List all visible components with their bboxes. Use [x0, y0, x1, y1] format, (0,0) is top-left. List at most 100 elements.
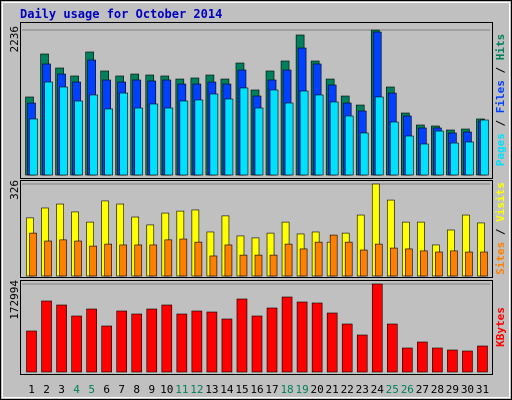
bar — [74, 100, 83, 176]
x-tick-label: 1 — [28, 383, 35, 396]
x-tick-label: 5 — [88, 383, 95, 396]
bar — [29, 232, 37, 277]
bar — [299, 248, 308, 277]
bar — [86, 308, 97, 373]
bar — [314, 241, 323, 277]
x-tick-label: 16 — [250, 383, 263, 396]
x-tick-label: 14 — [220, 383, 234, 396]
x-tick-label: 4 — [73, 383, 80, 396]
bar — [224, 244, 233, 277]
x-tick-label: 28 — [431, 383, 444, 396]
bar — [209, 93, 219, 176]
x-tick-label: 23 — [356, 383, 369, 396]
x-tick-label: 2 — [43, 383, 50, 396]
bar — [26, 330, 37, 373]
bar — [56, 304, 67, 373]
bar — [206, 311, 218, 373]
x-tick-label: 12 — [190, 383, 203, 396]
bar — [389, 247, 398, 277]
bar — [71, 315, 82, 373]
bar — [179, 100, 189, 176]
panel-frame — [20, 180, 493, 278]
panel-frame — [20, 22, 493, 179]
bar — [164, 107, 174, 176]
x-tick-label: 18 — [280, 383, 293, 396]
bar — [462, 350, 473, 373]
bar — [374, 243, 383, 277]
x-tick-label: 8 — [133, 383, 140, 396]
bar — [359, 132, 369, 176]
bar — [104, 108, 113, 176]
bar — [239, 87, 249, 176]
legend-entry: Pages — [494, 133, 507, 166]
bar — [344, 115, 354, 176]
bar — [311, 302, 323, 373]
bar — [450, 142, 459, 176]
x-tick-label: 7 — [118, 383, 125, 396]
bar — [254, 107, 264, 176]
bar — [149, 244, 158, 277]
legend-separator: / — [494, 113, 507, 133]
bar — [329, 101, 339, 176]
bar — [194, 241, 203, 277]
x-tick-label: 17 — [265, 383, 278, 396]
chart-title: Daily usage for October 2014 — [20, 7, 222, 21]
legend: KBytes — [494, 307, 507, 347]
bar — [251, 315, 263, 373]
bar — [134, 244, 143, 277]
bar — [149, 103, 159, 176]
bar — [254, 254, 263, 277]
bar — [417, 341, 428, 373]
x-tick-label: 11 — [175, 383, 188, 396]
bar — [239, 254, 248, 277]
bar — [89, 94, 98, 176]
bar — [116, 310, 128, 373]
bar — [402, 347, 413, 373]
legend: Pages / Files / Hits — [494, 34, 507, 167]
bar — [161, 304, 173, 373]
bar — [146, 308, 158, 373]
bar — [435, 251, 443, 277]
bar — [119, 244, 128, 277]
bar — [266, 307, 278, 373]
x-tick-label: 10 — [160, 383, 173, 396]
legend-entry: KBytes — [494, 307, 507, 347]
x-tick-label: 6 — [103, 383, 110, 396]
bar — [405, 135, 414, 176]
legend-entry: Sites — [494, 242, 507, 275]
bar — [89, 245, 97, 277]
bar — [374, 96, 384, 176]
x-tick-label: 30 — [461, 383, 474, 396]
bar — [44, 240, 52, 277]
x-tick-label: 31 — [476, 383, 489, 396]
bar — [432, 347, 443, 373]
y-tick-label: 172994 — [8, 280, 21, 320]
bar — [329, 234, 338, 277]
bar — [179, 238, 188, 277]
bar — [281, 296, 293, 373]
bar — [209, 255, 218, 277]
legend-entry: Files — [494, 80, 507, 113]
x-tick-label: 20 — [311, 383, 324, 396]
legend-separator: / — [494, 60, 507, 80]
x-tick-label: 27 — [416, 383, 429, 396]
bar — [41, 300, 52, 373]
bar — [314, 94, 324, 176]
y-tick-label: 2236 — [8, 26, 21, 53]
bar — [480, 251, 488, 277]
bar — [29, 118, 38, 176]
bar — [435, 130, 444, 176]
x-tick-label: 29 — [446, 383, 459, 396]
bar — [389, 121, 399, 176]
bar — [164, 239, 173, 277]
legend-separator: / — [494, 222, 507, 242]
bar — [386, 323, 398, 373]
x-tick-label: 19 — [295, 383, 308, 396]
bar — [344, 241, 353, 277]
bar — [224, 98, 234, 176]
x-tick-label: 15 — [235, 383, 248, 396]
bar — [191, 310, 203, 373]
bar — [420, 143, 429, 176]
